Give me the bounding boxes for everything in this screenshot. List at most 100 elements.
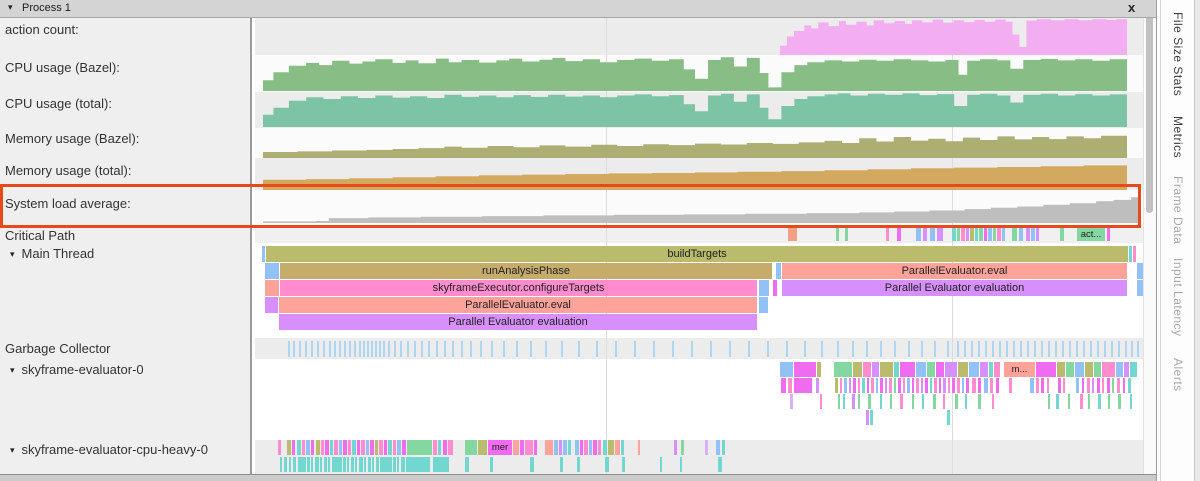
gc-event-tick[interactable]: [1034, 341, 1036, 357]
evaluator0-span-slice[interactable]: [871, 378, 874, 393]
cpu-heavy-span-slice[interactable]: [622, 457, 625, 472]
gc-event-tick[interactable]: [436, 341, 438, 357]
critical-path-slice[interactable]: [1026, 228, 1030, 241]
evaluator0-span-slice[interactable]: [939, 378, 941, 393]
chart-cpuBazel[interactable]: [263, 55, 1127, 91]
gc-event-tick[interactable]: [957, 341, 959, 357]
cpu-heavy-span-slice[interactable]: [406, 457, 430, 472]
critical-path-slice[interactable]: [886, 228, 889, 241]
cpu-heavy-span-mer[interactable]: mer: [488, 440, 512, 455]
gc-event-tick[interactable]: [1131, 341, 1133, 357]
cpu-heavy-span-slice[interactable]: [705, 440, 708, 455]
evaluator0-span-slice[interactable]: [844, 378, 847, 393]
tab-alerts[interactable]: Alerts: [1171, 358, 1185, 392]
critical-path-slice[interactable]: [952, 228, 956, 241]
gc-event-tick[interactable]: [804, 341, 806, 357]
track-label-skyframe-evaluator-cpu-heavy-0[interactable]: ▾ skyframe-evaluator-cpu-heavy-0: [10, 442, 208, 457]
cpu-heavy-span-slice[interactable]: [306, 440, 310, 455]
evaluator0-span-slice[interactable]: [1036, 362, 1056, 377]
evaluator0-span-slice[interactable]: [1097, 378, 1100, 393]
evaluator0-span-slice[interactable]: [996, 378, 999, 393]
evaluator0-span-slice[interactable]: [1048, 394, 1050, 409]
gc-event-tick[interactable]: [767, 341, 769, 357]
evaluator0-span-slice[interactable]: [840, 378, 842, 393]
gc-event-tick[interactable]: [444, 341, 446, 357]
gc-event-tick[interactable]: [999, 341, 1001, 357]
gc-event-tick[interactable]: [317, 341, 319, 357]
evaluator0-span-slice[interactable]: [872, 362, 879, 377]
cpu-heavy-span-slice[interactable]: [465, 440, 477, 455]
gc-event-tick[interactable]: [634, 341, 636, 357]
gc-event-tick[interactable]: [880, 341, 882, 357]
critical-path-slice[interactable]: [1019, 228, 1023, 241]
cpu-heavy-span-slice[interactable]: [321, 440, 324, 455]
evaluator0-span-slice[interactable]: [1030, 378, 1034, 393]
cpu-heavy-span-slice[interactable]: [388, 440, 392, 455]
evaluator0-span-slice[interactable]: [889, 378, 892, 393]
critical-path-slice[interactable]: [923, 228, 927, 241]
main-thread-span-slice[interactable]: [265, 263, 279, 279]
main-thread-span-parallel-evaluator-evaluation[interactable]: Parallel Evaluator evaluation: [279, 314, 757, 330]
evaluator0-span-slice[interactable]: [849, 378, 851, 393]
gc-event-tick[interactable]: [375, 341, 377, 357]
cpu-heavy-span-slice[interactable]: [311, 440, 314, 455]
cpu-heavy-span-slice[interactable]: [361, 440, 365, 455]
cpu-heavy-span-slice[interactable]: [376, 457, 379, 472]
cpu-heavy-span-slice[interactable]: [352, 440, 356, 455]
gc-event-tick[interactable]: [379, 341, 381, 357]
gc-event-tick[interactable]: [1048, 341, 1050, 357]
critical-path-slice[interactable]: [1002, 228, 1005, 241]
evaluator0-span-slice[interactable]: [870, 410, 873, 425]
cpu-heavy-span-slice[interactable]: [433, 440, 437, 455]
evaluator0-span-slice[interactable]: [1056, 394, 1059, 409]
cpu-heavy-span-slice[interactable]: [584, 440, 588, 455]
evaluator0-span-slice[interactable]: [980, 362, 988, 377]
evaluator0-span-slice[interactable]: [1094, 362, 1101, 377]
evaluator0-span-slice[interactable]: [834, 362, 852, 377]
cpu-heavy-span-slice[interactable]: [575, 440, 579, 455]
main-thread-span-slice[interactable]: [265, 280, 279, 296]
gc-event-tick[interactable]: [339, 341, 341, 357]
cpu-heavy-span-slice[interactable]: [307, 457, 310, 472]
critical-path-slice[interactable]: [788, 228, 797, 241]
gc-event-tick[interactable]: [908, 341, 910, 357]
cpu-heavy-span-slice[interactable]: [316, 440, 320, 455]
evaluator0-span-slice[interactable]: [868, 394, 871, 409]
evaluator0-span-slice[interactable]: [1082, 378, 1084, 393]
cpu-heavy-span-slice[interactable]: [339, 440, 342, 455]
cpu-heavy-span-slice[interactable]: [530, 457, 534, 472]
evaluator0-span-slice[interactable]: [957, 378, 960, 393]
gc-event-tick[interactable]: [367, 341, 369, 357]
evaluator0-span-slice[interactable]: [943, 378, 946, 393]
cpu-heavy-span-slice[interactable]: [638, 440, 640, 455]
cpu-heavy-span-slice[interactable]: [348, 440, 351, 455]
evaluator0-span-m-[interactable]: m...: [1004, 362, 1035, 377]
evaluator0-span-slice[interactable]: [1057, 362, 1065, 377]
evaluator0-span-slice[interactable]: [1117, 378, 1120, 393]
critical-path-slice[interactable]: [993, 228, 996, 241]
main-thread-span-slice[interactable]: [1137, 280, 1143, 296]
critical-path-slice[interactable]: [984, 228, 987, 241]
critical-path-slice[interactable]: [997, 228, 1001, 241]
evaluator0-span-slice[interactable]: [903, 378, 905, 393]
evaluator0-span-slice[interactable]: [862, 378, 865, 393]
gc-event-tick[interactable]: [748, 341, 750, 357]
gc-event-tick[interactable]: [1006, 341, 1008, 357]
evaluator0-span-slice[interactable]: [1088, 394, 1090, 409]
cpu-heavy-span-slice[interactable]: [325, 440, 329, 455]
cpu-heavy-span-slice[interactable]: [393, 457, 396, 472]
collapse-arrow-icon[interactable]: ▾: [10, 365, 15, 375]
evaluator0-span-slice[interactable]: [816, 378, 819, 393]
evaluator0-span-slice[interactable]: [933, 394, 936, 409]
gc-event-tick[interactable]: [407, 341, 409, 357]
evaluator0-span-slice[interactable]: [885, 378, 887, 393]
cpu-heavy-span-slice[interactable]: [513, 440, 519, 455]
critical-path-slice[interactable]: [961, 228, 965, 241]
evaluator0-span-slice[interactable]: [955, 394, 958, 409]
gc-event-tick[interactable]: [299, 341, 301, 357]
gc-event-tick[interactable]: [1055, 341, 1057, 357]
main-thread-span-slice[interactable]: [1137, 263, 1143, 279]
critical-path-slice[interactable]: [916, 228, 921, 241]
cpu-heavy-span-slice[interactable]: [324, 457, 327, 472]
evaluator0-span-slice[interactable]: [945, 362, 957, 377]
